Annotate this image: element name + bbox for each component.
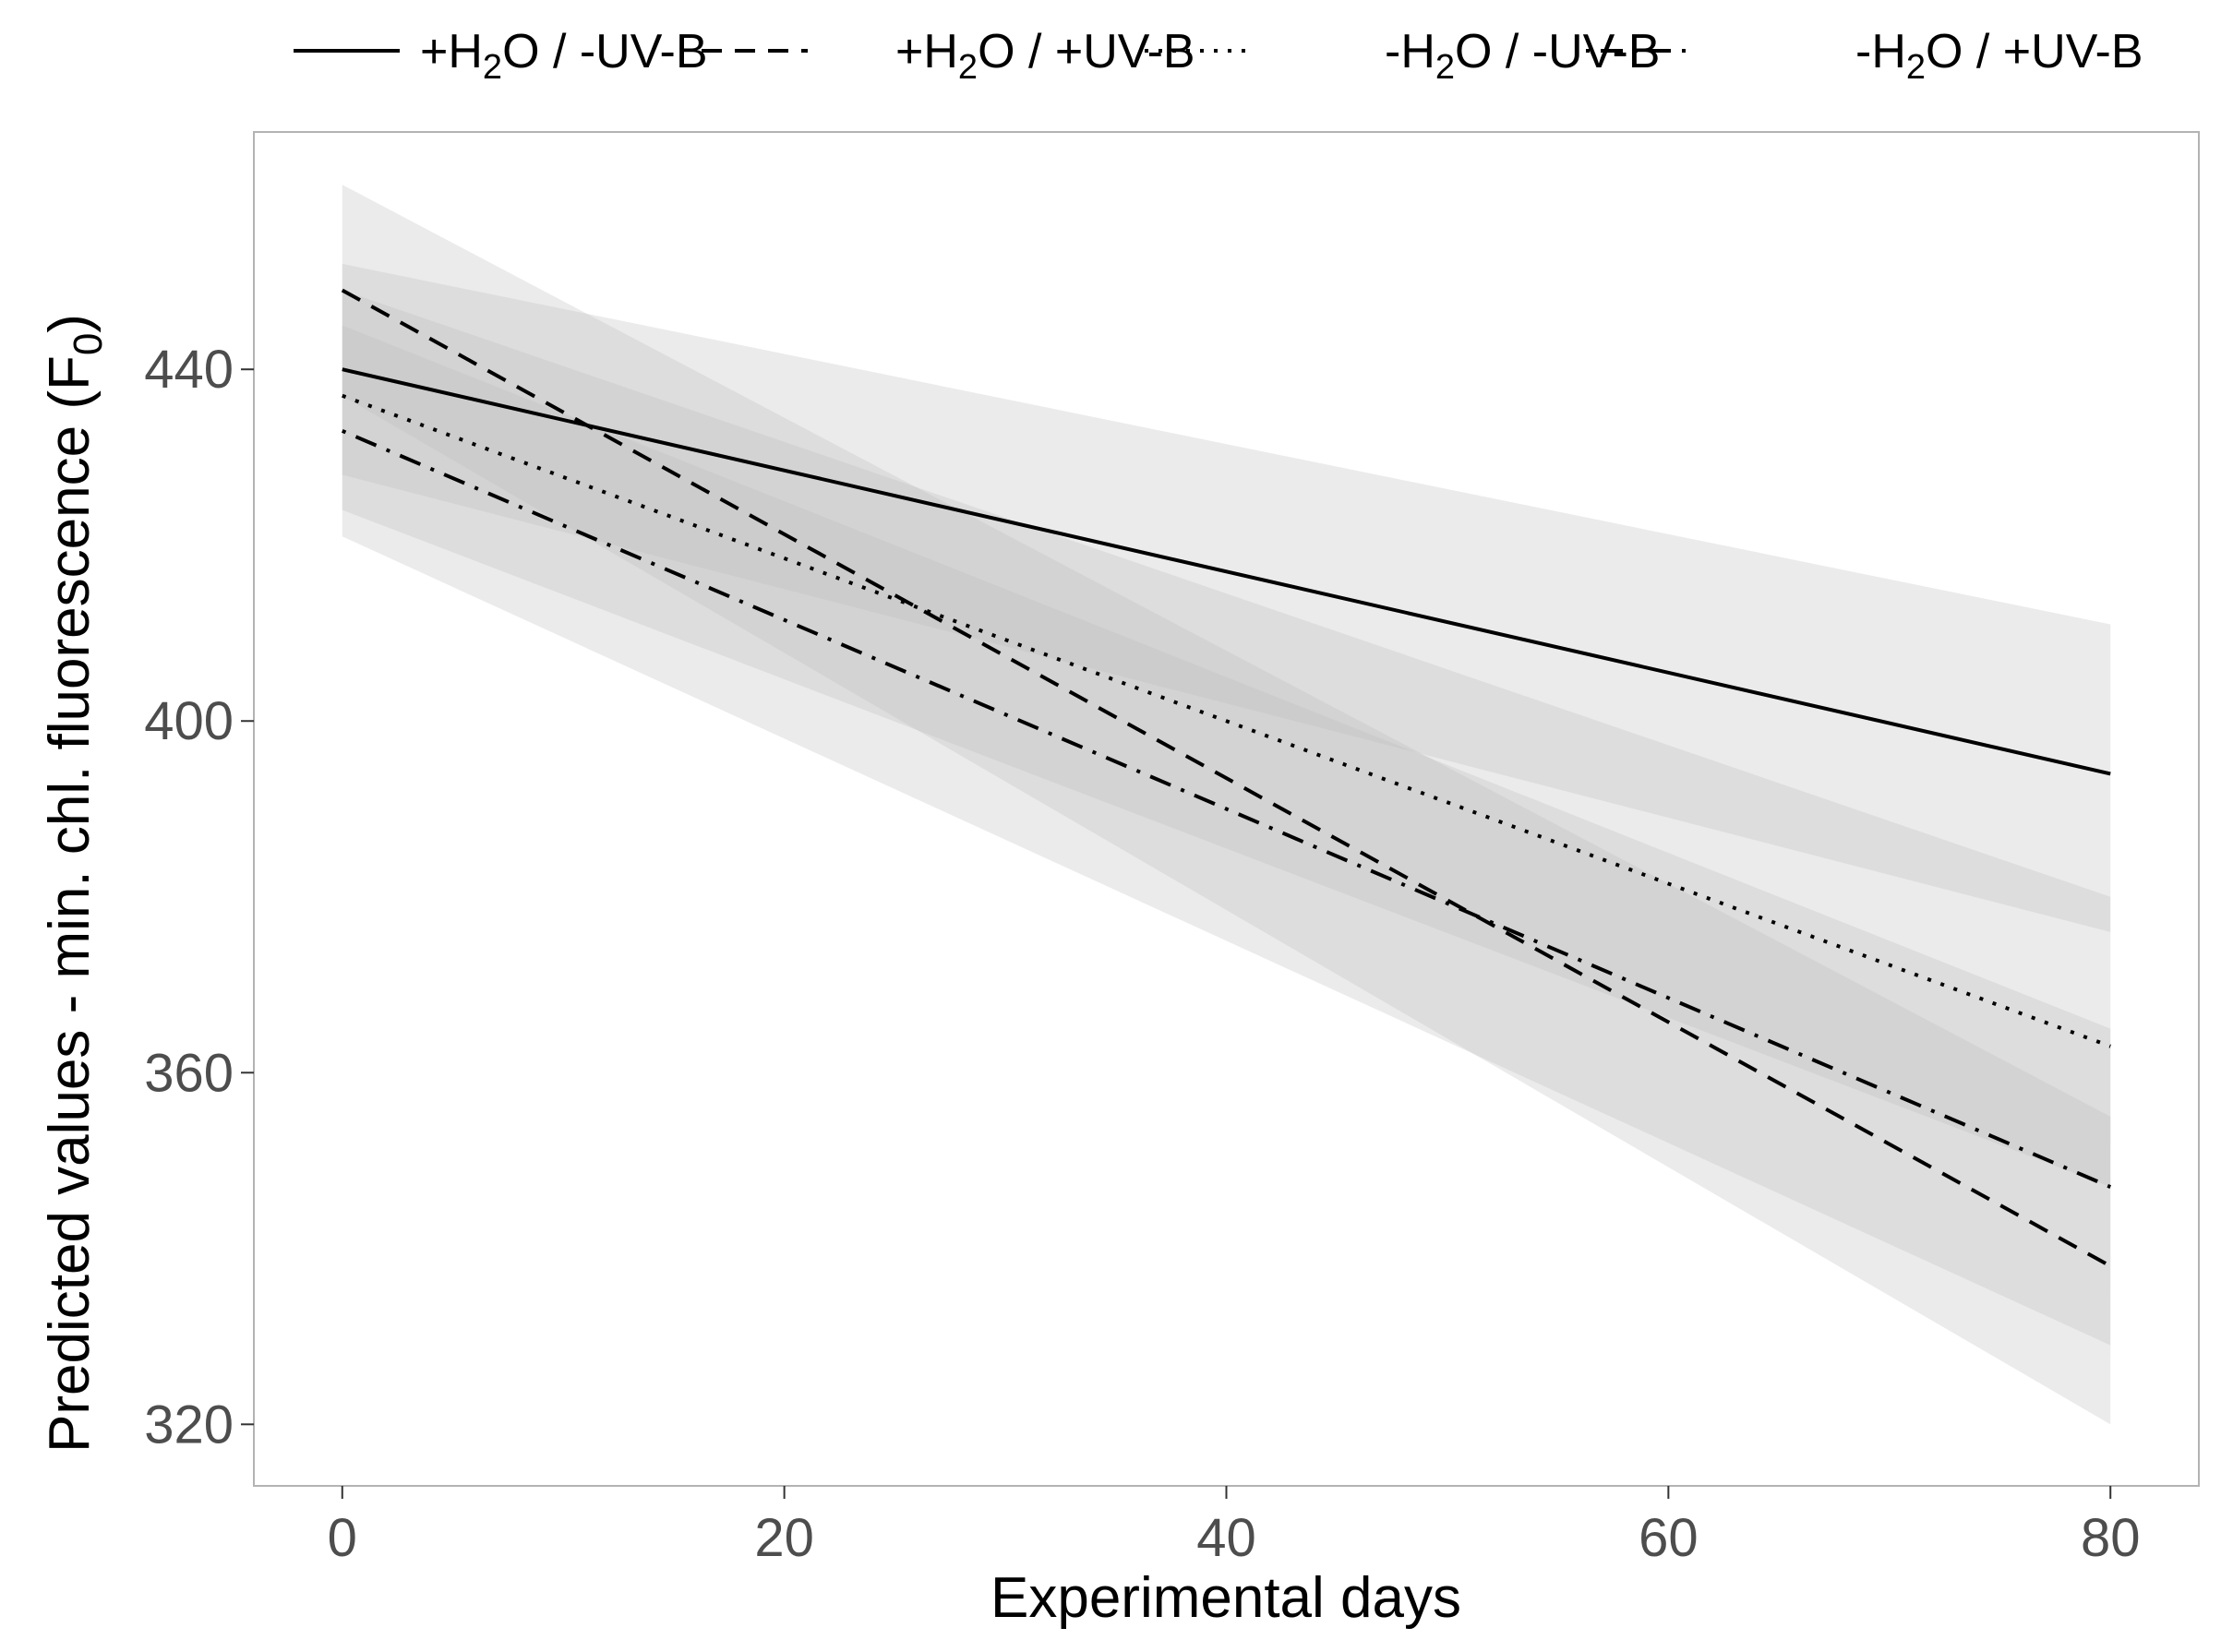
y-axis-title: Predicted values - min. chl. fluorescenc… bbox=[38, 314, 111, 1453]
x-tick-label: 20 bbox=[754, 1508, 814, 1568]
y-tick-label: 400 bbox=[144, 691, 234, 751]
y-tick-label: 360 bbox=[144, 1043, 234, 1103]
y-axis: 320 360 400 440 bbox=[144, 340, 254, 1454]
series-line-1 bbox=[342, 367, 2111, 776]
confidence-band-1 bbox=[342, 263, 2111, 932]
legend: +H2O / -UV-B +H2O / +UV-B -H2O / -UV-B -H2O… bbox=[294, 25, 2143, 87]
x-tick-label: 0 bbox=[328, 1508, 357, 1568]
series-line-2 bbox=[341, 288, 2112, 1268]
confidence-band-4 bbox=[342, 325, 2111, 1346]
series-line-3 bbox=[342, 393, 2111, 1048]
x-tick-label: 60 bbox=[1639, 1508, 1699, 1568]
y-axis-title-main: Predicted values - min. chl. fluorescenc… bbox=[38, 355, 102, 1453]
y-tick-label: 440 bbox=[144, 340, 234, 400]
legend-label-4: -H2O / +UV-B bbox=[1855, 25, 2143, 87]
y-tick-label: 320 bbox=[144, 1395, 234, 1454]
series-lines bbox=[341, 288, 2112, 1268]
confidence-bands bbox=[342, 185, 2111, 1425]
confidence-band-3 bbox=[342, 290, 2111, 1188]
legend-label-3: -H2O / -UV-B bbox=[1385, 25, 1661, 87]
x-tick-label: 80 bbox=[2081, 1508, 2141, 1568]
x-axis: 0 20 40 60 80 bbox=[328, 1486, 2141, 1568]
confidence-band-2 bbox=[342, 185, 2111, 1425]
legend-label-2: +H2O / +UV-B bbox=[895, 25, 1195, 87]
series-line-4 bbox=[341, 429, 2112, 1189]
y-axis-title-close: ) bbox=[38, 314, 102, 333]
legend-label-1: +H2O / -UV-B bbox=[420, 25, 708, 87]
y-axis-title-subscript: 0 bbox=[66, 333, 111, 355]
x-tick-label: 40 bbox=[1196, 1508, 1256, 1568]
x-axis-title: Experimental days bbox=[990, 1566, 1461, 1630]
